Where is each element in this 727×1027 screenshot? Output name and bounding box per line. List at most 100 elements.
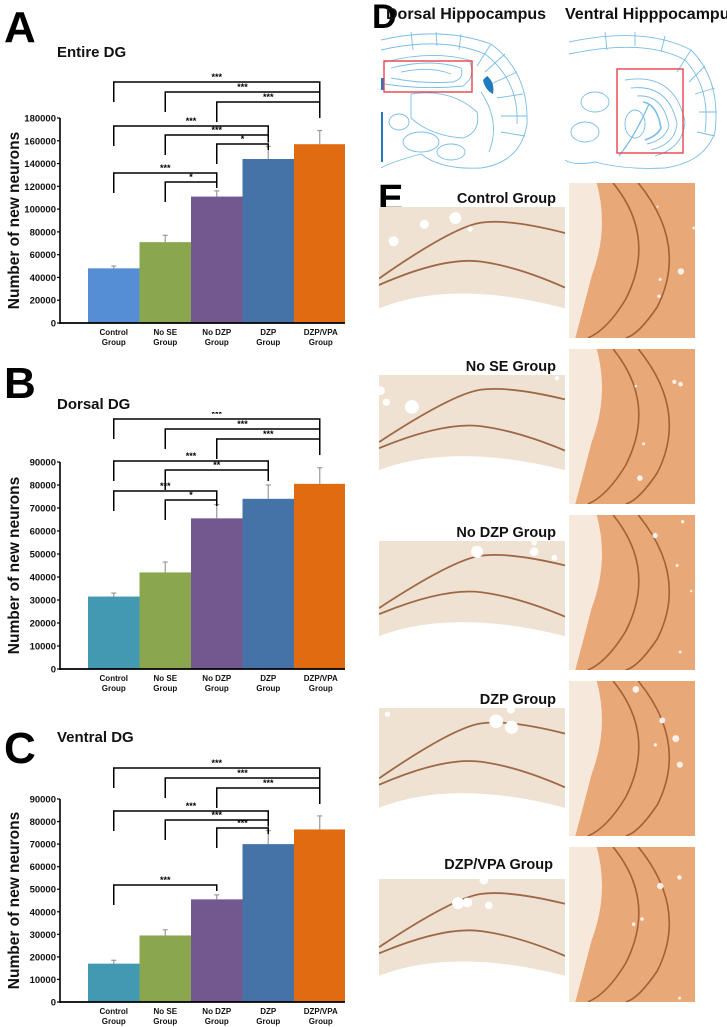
x-tick-label: No DZP Group (202, 1007, 232, 1026)
significance-bracket: *** (164, 768, 321, 798)
y-tick-label: 40000 (30, 907, 56, 918)
y-tick-label: 20000 (30, 619, 56, 630)
bar-dzp-vpa (294, 144, 345, 323)
group-label-dzp-vpa: DZP/VPA Group (444, 857, 553, 873)
x-tick-label: DZP Group (256, 1007, 280, 1026)
significance-bracket: *** (113, 163, 218, 193)
y-tick-label: 50000 (30, 885, 56, 896)
bracket-line (216, 787, 321, 808)
dorsal-micrograph-no-se-group (379, 375, 565, 497)
y-tick-label: 160000 (24, 136, 56, 147)
bracket-line (164, 181, 218, 202)
significance-label: *** (160, 163, 171, 173)
significance-bracket: *** (216, 429, 321, 459)
bar-no-se (139, 242, 191, 323)
significance-bracket: ** (164, 460, 269, 490)
bar-dzp (242, 498, 294, 669)
significance-bracket: *** (113, 72, 321, 102)
y-tick-label: 40000 (30, 573, 56, 584)
x-tick-label: DZP/VPA Group (304, 1007, 338, 1026)
bar-control (88, 596, 140, 669)
significance-label: *** (237, 82, 248, 92)
dorsal-micrograph-control-group (379, 207, 565, 337)
ventral-micrograph-control-group (569, 183, 695, 338)
ventral-atlas-diagram (565, 32, 717, 169)
bracket-line (113, 810, 269, 831)
significance-bracket: *** (164, 810, 269, 840)
bracket-line (164, 777, 321, 798)
dorsal-micrograph-dzp-vpa-group (379, 879, 565, 1003)
dorsal-hippocampus-title: Dorsal Hippocampus (386, 6, 547, 23)
bar-no-se (139, 935, 191, 1002)
y-tick-label: 0 (51, 665, 56, 676)
x-tick-label: Control Group (100, 1007, 128, 1026)
bracket-line (164, 91, 321, 112)
y-tick-label: 10000 (30, 975, 56, 986)
bracket-line (113, 490, 218, 511)
significance-label: *** (160, 481, 171, 491)
y-tick-label: 10000 (30, 642, 56, 653)
bracket-line (216, 143, 269, 164)
bar-dzp (242, 844, 294, 1002)
bar-control (88, 963, 140, 1002)
x-tick-label: No DZP Group (202, 328, 232, 347)
chart-title-a: Entire DG (57, 44, 127, 61)
significance-bracket: *** (164, 419, 321, 449)
significance-bracket: * (216, 134, 269, 164)
x-tick-label: No SE Group (153, 328, 177, 347)
significance-label: *** (263, 778, 274, 788)
y-tick-label: 20000 (30, 952, 56, 963)
bracket-line (164, 134, 269, 155)
significance-bracket: *** (113, 758, 321, 788)
significance-bracket: *** (164, 82, 321, 112)
x-tick-label: No SE Group (153, 674, 177, 693)
dorsal-atlas-diagram (381, 32, 528, 169)
y-tick-label: 30000 (30, 930, 56, 941)
y-tick-label: 20000 (30, 296, 56, 307)
significance-label: *** (263, 429, 274, 439)
y-axis-label: Number of new neurons (6, 132, 23, 309)
x-tick-label: Control Group (100, 328, 128, 347)
panel-label-d: D (372, 0, 397, 36)
significance-bracket: *** (113, 412, 321, 439)
significance-label: *** (237, 818, 248, 828)
group-label-no-se: No SE Group (465, 359, 556, 375)
significance-bracket: * (164, 172, 218, 202)
bar-chart-entire-dg: Number of new neurons 0 20000 40000 60000 800… (6, 72, 345, 347)
significance-label: * (189, 490, 193, 500)
chart-title-c: Ventral DG (57, 729, 134, 746)
y-tick-label: 90000 (30, 795, 56, 806)
bar-chart-ventral-dg: Number of new neurons 0 10000 20000 30000 400… (6, 758, 345, 1026)
significance-label: * (189, 172, 193, 182)
chart-title-b: Dorsal DG (57, 396, 131, 413)
significance-label: ** (213, 460, 221, 470)
significance-label: *** (211, 412, 222, 419)
y-tick-label: 60000 (30, 527, 56, 538)
y-tick-label: 70000 (30, 504, 56, 515)
significance-label: * (241, 134, 245, 144)
significance-bracket: *** (113, 801, 269, 831)
significance-label: *** (186, 116, 197, 126)
y-tick-label: 0 (51, 319, 56, 330)
x-tick-label: No DZP Group (202, 674, 232, 693)
bracket-line (216, 101, 321, 122)
ventral-micrograph-no-dzp-group (569, 515, 695, 670)
x-tick-label: DZP/VPA Group (304, 328, 338, 347)
bracket-line (113, 172, 218, 193)
bar-chart-dorsal-dg: Number of new neurons 0 10000 20000 30000 400… (6, 412, 345, 693)
significance-bracket: *** (164, 125, 269, 155)
group-label-no-dzp: No DZP Group (456, 525, 556, 541)
y-tick-label: 80000 (30, 227, 56, 238)
x-tick-label: DZP Group (256, 674, 280, 693)
significance-label: *** (211, 125, 222, 135)
y-axis-label: Number of new neurons (6, 477, 23, 654)
significance-bracket: *** (113, 116, 269, 146)
significance-label: *** (211, 72, 222, 82)
y-axis-label: Number of new neurons (6, 812, 23, 989)
y-tick-label: 0 (51, 998, 56, 1009)
bracket-line (113, 125, 269, 146)
panel-label-b: B (4, 359, 36, 408)
x-tick-label: DZP Group (256, 328, 280, 347)
ventral-micrograph-dzp-vpa-group (569, 847, 695, 1002)
y-tick-label: 60000 (30, 250, 56, 261)
